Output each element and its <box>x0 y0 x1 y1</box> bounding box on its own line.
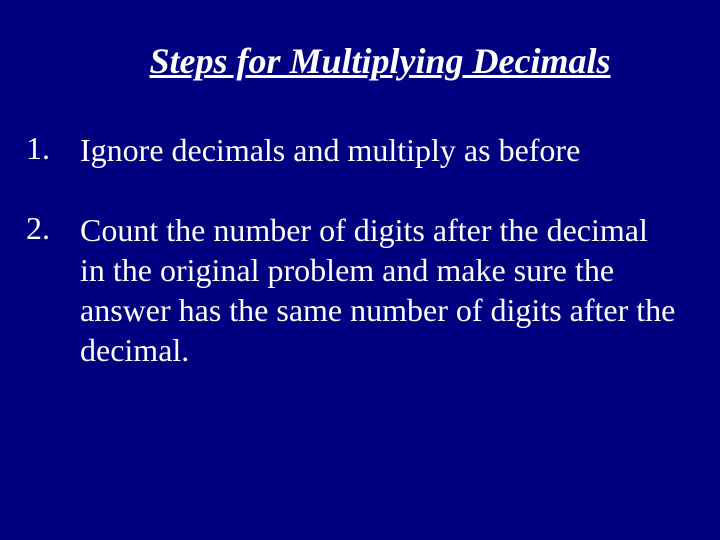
step-number: 2. <box>20 210 80 247</box>
step-text: Ignore decimals and multiply as before <box>80 130 600 170</box>
step-number: 1. <box>20 130 80 167</box>
list-item: 1. Ignore decimals and multiply as befor… <box>20 130 700 170</box>
list-item: 2. Count the number of digits after the … <box>20 210 700 370</box>
slide-container: Steps for Multiplying Decimals 1. Ignore… <box>0 0 720 540</box>
slide-title: Steps for Multiplying Decimals <box>20 40 700 82</box>
step-text: Count the number of digits after the dec… <box>80 210 700 370</box>
